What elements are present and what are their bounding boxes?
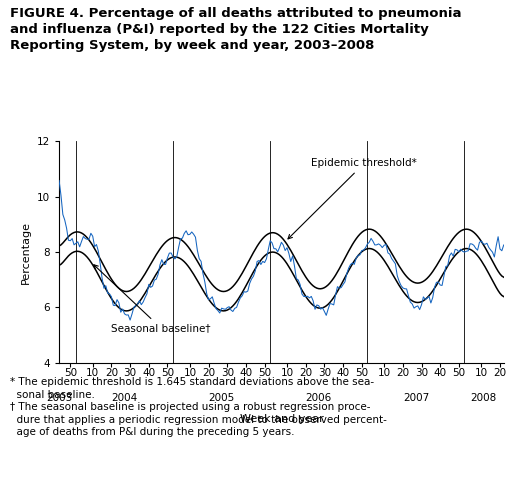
Text: 2006: 2006 <box>306 393 332 403</box>
Text: 2004: 2004 <box>112 393 138 403</box>
Text: FIGURE 4. Percentage of all deaths attributed to pneumonia
and influenza (P&I) r: FIGURE 4. Percentage of all deaths attri… <box>10 7 462 52</box>
Text: * The epidemic threshold is 1.645 standard deviations above the sea-
  sonal bas: * The epidemic threshold is 1.645 standa… <box>10 377 387 437</box>
Text: Epidemic threshold*: Epidemic threshold* <box>288 158 417 239</box>
Text: 2003: 2003 <box>46 393 72 403</box>
Text: 2005: 2005 <box>209 393 235 403</box>
Text: 2008: 2008 <box>470 393 497 403</box>
X-axis label: Week and year: Week and year <box>240 414 323 425</box>
Text: 2007: 2007 <box>403 393 429 403</box>
Y-axis label: Percentage: Percentage <box>21 221 31 283</box>
Text: Seasonal baseline†: Seasonal baseline† <box>94 265 211 333</box>
